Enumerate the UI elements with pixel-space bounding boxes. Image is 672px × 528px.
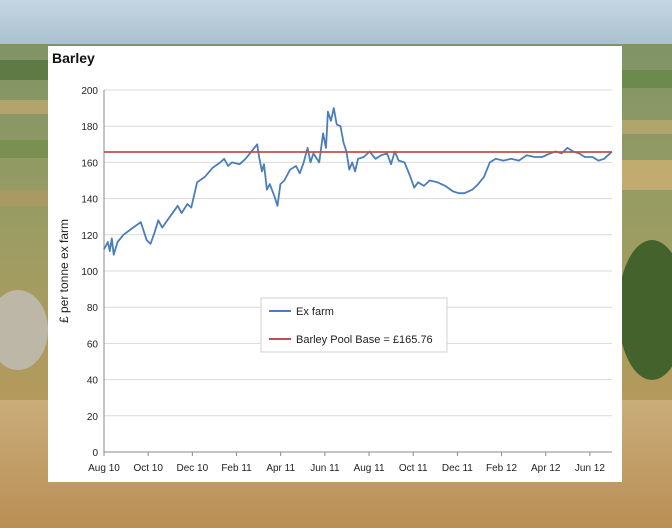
x-tick-label: Oct 11: [399, 463, 428, 474]
ex-farm-price-line: [103, 107, 613, 256]
y-axis-label: £ per tonne ex farm: [57, 219, 71, 323]
chart-title: Barley: [52, 50, 95, 66]
legend-label: Ex farm: [296, 306, 334, 318]
x-tick-label: Jun 11: [310, 463, 340, 474]
y-tick-label: 140: [81, 195, 98, 206]
legend: [260, 297, 448, 353]
x-tick-label: Feb 12: [486, 463, 518, 474]
x-tick-label: Apr 12: [531, 463, 561, 474]
x-tick-label: Dec 11: [442, 463, 473, 474]
x-tick-label: Feb 11: [221, 463, 252, 474]
x-tick-label: Apr 11: [266, 463, 295, 474]
y-tick-label: 120: [81, 231, 98, 242]
y-tick-label: 180: [81, 122, 98, 133]
y-tick-label: 160: [81, 158, 98, 169]
y-tick-label: 200: [81, 86, 98, 97]
y-tick-label: 80: [87, 303, 99, 314]
y-tick-label: 40: [87, 376, 99, 387]
x-tick-label: Oct 10: [133, 463, 163, 474]
x-tick-label: Aug 10: [88, 463, 120, 474]
y-tick-label: 60: [87, 339, 99, 350]
x-tick-label: Jun 12: [575, 463, 605, 474]
x-tick-label: Aug 11: [354, 463, 385, 474]
legend-label: Barley Pool Base = £165.76: [296, 334, 433, 346]
barley-price-chart: 0 20 40 60 80 100 120 140 160 180 200 Aug 10 Oct 10 D…: [57, 86, 613, 474]
y-tick-label: 100: [81, 267, 98, 278]
x-tick-label: Dec 10: [177, 463, 209, 474]
chart-panel: Barley 0 20 40 60 80 100 120 140 160 180 200 Aug 10…: [48, 46, 622, 482]
y-tick-label: 20: [87, 412, 99, 423]
y-tick-label: 0: [92, 448, 98, 459]
